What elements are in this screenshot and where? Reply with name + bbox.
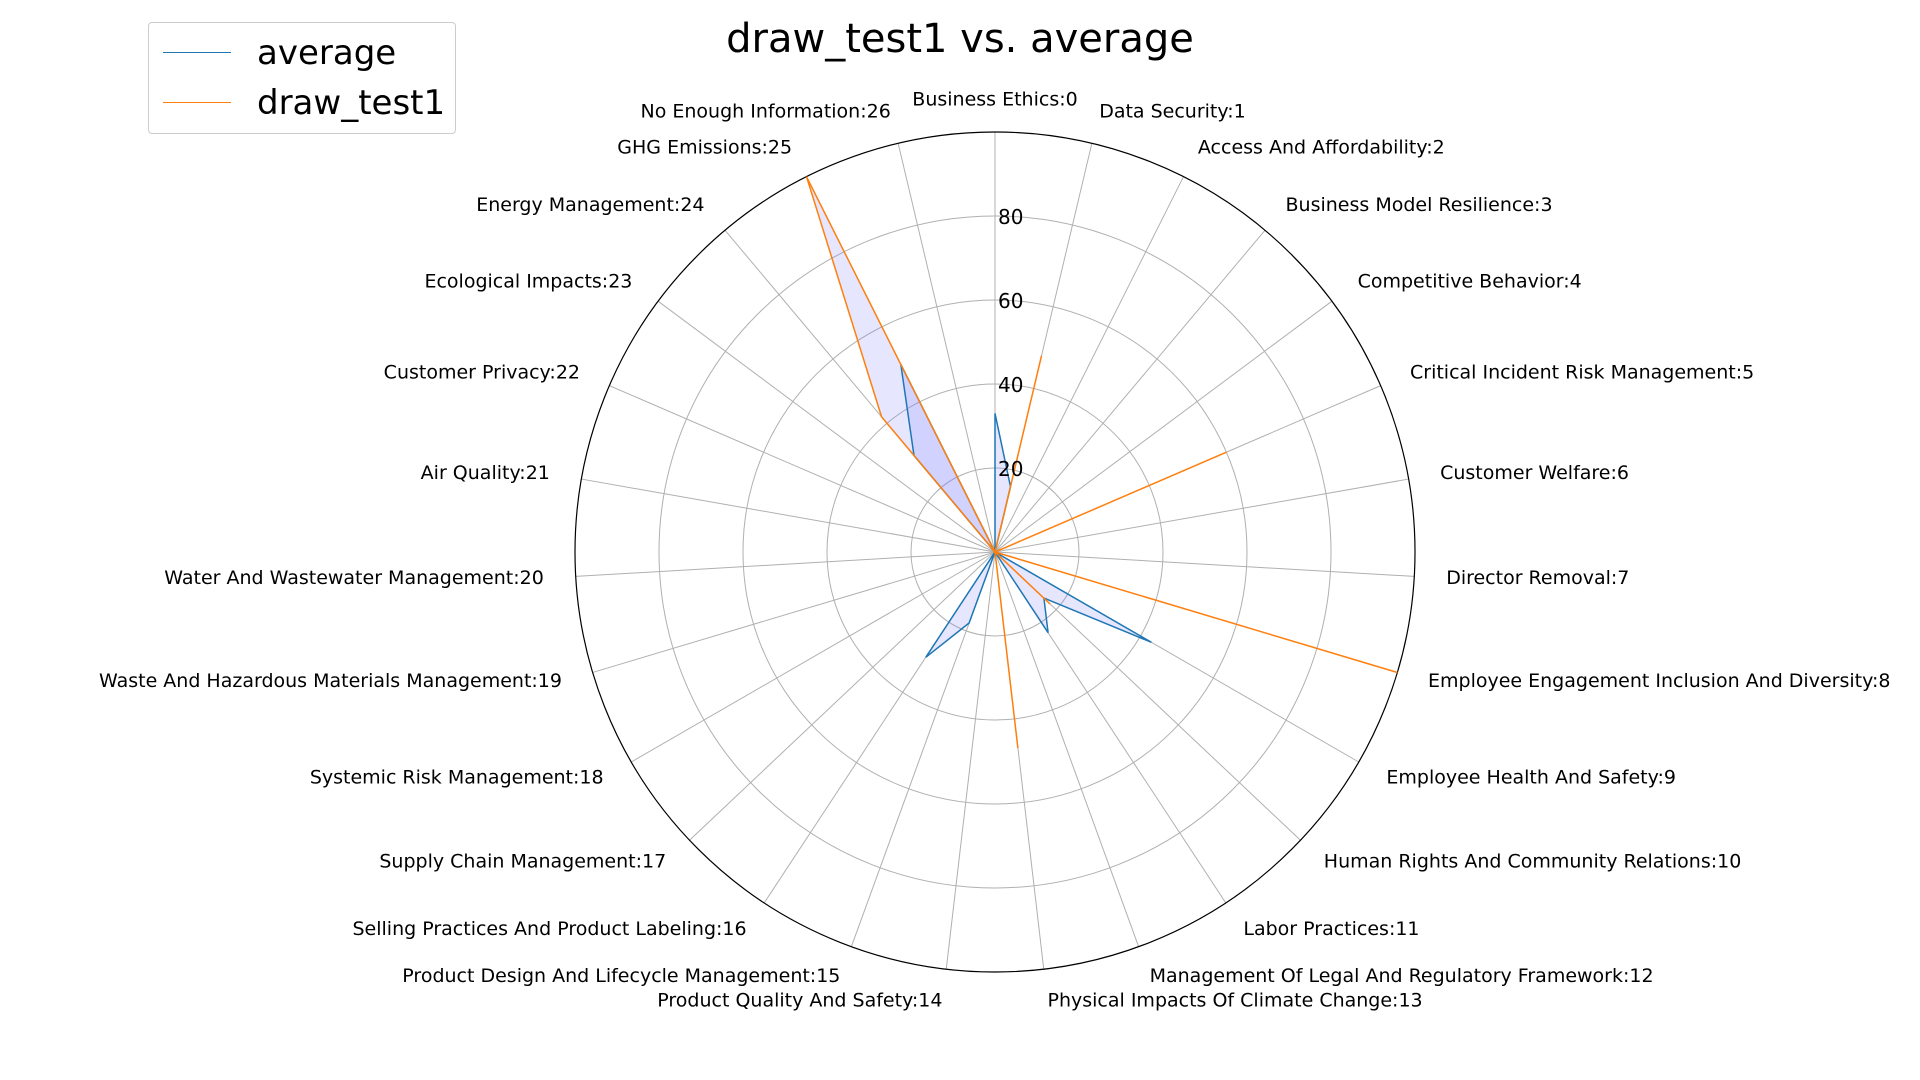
category-label: Product Quality And Safety:14: [657, 989, 942, 1011]
legend-swatch-draw-test1: [163, 102, 231, 103]
category-label: Director Removal:7: [1446, 567, 1629, 589]
spoke-line: [994, 300, 1333, 553]
series-fills: [806, 176, 1398, 749]
legend-item-average: average: [149, 29, 455, 77]
legend-swatch-average: [163, 52, 231, 53]
category-label: Labor Practices:11: [1243, 918, 1419, 940]
spoke-line: [592, 551, 996, 673]
series-line-draw-test1: [805, 176, 1398, 749]
legend-label-average: average: [257, 33, 397, 73]
chart-title: draw_test1 vs. average: [726, 16, 1194, 62]
series-fill-average: [900, 364, 1152, 658]
category-label: Physical Impacts Of Climate Change:13: [1048, 989, 1423, 1011]
spoke-line: [689, 551, 996, 841]
category-label: Ecological Impacts:23: [424, 271, 632, 293]
outer-frame: [574, 131, 1416, 973]
category-label: Supply Chain Management:17: [379, 851, 666, 873]
spoke-line: [897, 143, 996, 553]
category-label: Human Rights And Community Relations:10: [1324, 851, 1742, 873]
category-label: Data Security:1: [1099, 101, 1246, 123]
legend-item-draw-test1: draw_test1: [149, 79, 455, 127]
category-label: Access And Affordability:2: [1198, 137, 1445, 159]
spoke-line: [581, 478, 996, 553]
legend: average draw_test1: [148, 22, 456, 134]
spoke-line: [994, 176, 1184, 553]
category-label: Employee Engagement Inclusion And Divers…: [1428, 670, 1890, 692]
radial-tick-label: 80: [998, 205, 1023, 229]
category-label: Management Of Legal And Regulatory Frame…: [1150, 965, 1654, 987]
spoke-line: [609, 385, 996, 553]
category-label: Selling Practices And Product Labeling:1…: [353, 918, 747, 940]
category-label: Business Model Resilience:3: [1286, 194, 1553, 216]
category-label: Business Ethics:0: [912, 89, 1077, 111]
spoke-line: [657, 300, 996, 553]
category-label: No Enough Information:26: [641, 101, 891, 123]
category-label: Customer Privacy:22: [384, 362, 580, 384]
category-label: Critical Incident Risk Management:5: [1410, 362, 1754, 384]
radial-tick-label: 40: [998, 373, 1023, 397]
spoke-line: [994, 551, 1415, 577]
category-label: Water And Wastewater Management:20: [164, 567, 544, 589]
category-label: Customer Welfare:6: [1440, 462, 1629, 484]
category-label: Air Quality:21: [421, 462, 550, 484]
spoke-line: [994, 229, 1266, 553]
category-label: Competitive Behavior:4: [1358, 271, 1582, 293]
spoke-line: [631, 551, 996, 763]
spoke-line: [575, 551, 996, 577]
radial-tick-labels: 20 40 60 80: [998, 205, 1023, 481]
series-fill-draw-test1: [806, 176, 1398, 749]
category-label: Waste And Hazardous Materials Management…: [99, 670, 562, 692]
radial-tick-label: 20: [998, 457, 1023, 481]
category-label: Employee Health And Safety:9: [1386, 767, 1676, 789]
radial-tick-label: 60: [998, 289, 1023, 313]
spoke-line: [994, 478, 1409, 553]
category-label: Energy Management:24: [476, 194, 704, 216]
category-label: GHG Emissions:25: [617, 137, 792, 159]
legend-label-draw-test1: draw_test1: [257, 83, 446, 123]
spoke-line: [945, 551, 996, 970]
series-lines: [805, 176, 1398, 749]
series-line-average: [900, 363, 1152, 658]
spoke-line: [994, 551, 1140, 947]
category-label: Product Design And Lifecycle Management:…: [402, 965, 840, 987]
category-label: Systemic Risk Management:18: [310, 767, 604, 789]
category-labels: Business Ethics:0 Data Security:1 Access A…: [99, 89, 1890, 1012]
